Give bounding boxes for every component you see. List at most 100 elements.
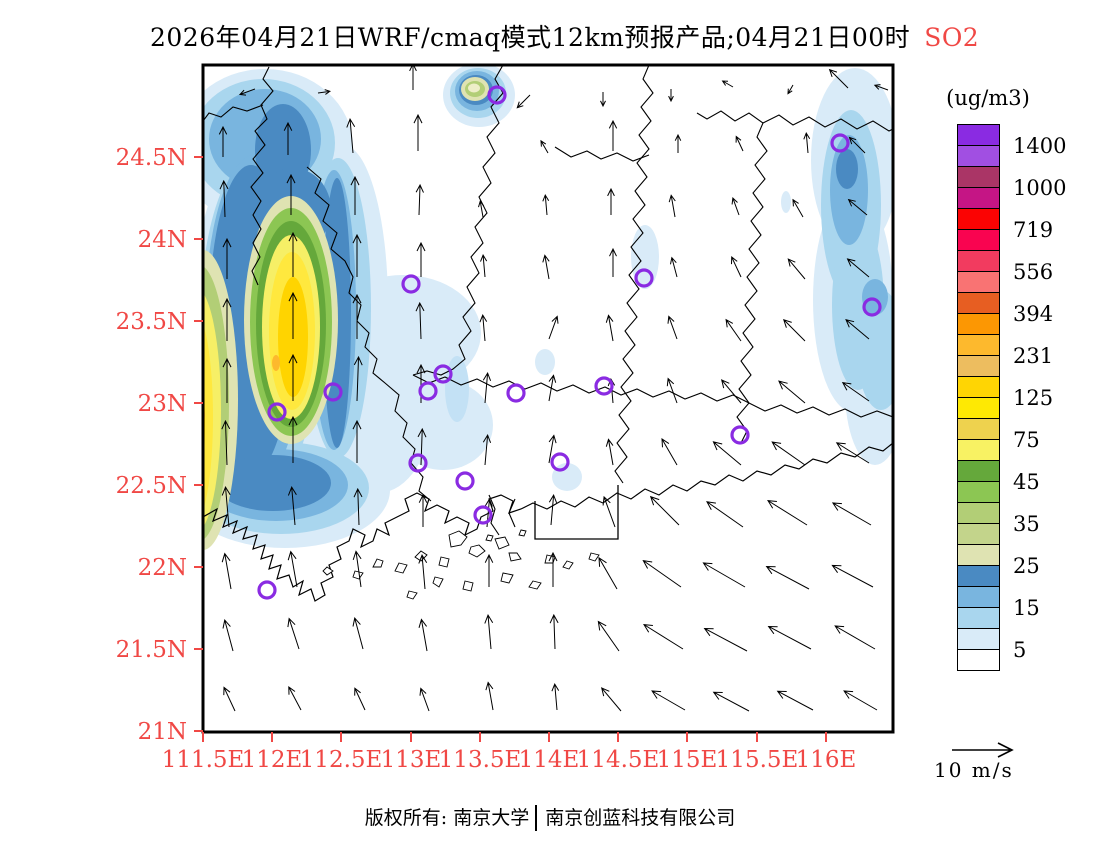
lon-tick-label: 115.5E [716, 747, 799, 773]
station-circle-icon [473, 505, 493, 525]
island-outline [322, 566, 334, 576]
colorbar-tick-label: 15 [1013, 596, 1040, 620]
station-circle-icon [830, 133, 850, 153]
station-circle-icon [634, 268, 654, 288]
colorbar-cell [957, 439, 1000, 461]
colorbar-cell [957, 628, 1000, 650]
island-outline [372, 558, 384, 568]
lat-tick-label: 24N [138, 227, 187, 253]
lon-tick-label: 114E [519, 747, 580, 773]
island-outline [406, 590, 418, 600]
colorbar-cell [957, 271, 1000, 293]
station-circle-icon [323, 382, 343, 402]
station-circle-icon [418, 381, 438, 401]
lat-tick-label: 22.5N [116, 473, 187, 499]
title-text: 2026年04月21日WRF/cmaq模式12km预报产品;04月21日00时 [150, 23, 911, 52]
so2-concentration-field [203, 65, 893, 550]
station-circle-icon [487, 85, 507, 105]
colorbar: 1400 1000 719 556 394 231 125 75 45 35 25 15 5 [957, 124, 1066, 671]
colorbar-cell [957, 460, 1000, 482]
island-outline [562, 560, 574, 570]
colorbar-cell [957, 124, 1000, 146]
island-outline [485, 534, 494, 542]
lon-tick-label: 113.5E [439, 747, 522, 773]
colorbar-tick-label: 231 [1013, 344, 1054, 368]
lat-tick-label: 21N [138, 719, 187, 745]
reference-wind-label: 10 m/s [934, 758, 1014, 782]
colorbar-cell [957, 418, 1000, 440]
station-circle-icon [862, 297, 882, 317]
island-outline [432, 576, 444, 588]
station-circle-icon [550, 452, 570, 472]
station-circle-icon [408, 453, 428, 473]
colorbar-cell [957, 229, 1000, 251]
forecast-map: 24.5N24N23.5N23N22.5N22N21.5N21N111.5E11… [116, 63, 895, 773]
colorbar-cell [957, 481, 1000, 503]
copyright-left: 版权所有: 南京大学 [364, 807, 530, 829]
lat-tick-label: 23N [138, 391, 187, 417]
colorbar-tick-label: 719 [1013, 218, 1054, 242]
lon-tick-label: 115E [657, 747, 718, 773]
colorbar-cell [957, 607, 1000, 629]
colorbar-cell [957, 313, 1000, 335]
title-pollutant: SO2 [924, 23, 980, 52]
colorbar-tick-label: 35 [1013, 512, 1040, 536]
colorbar-tick-label: 45 [1013, 470, 1040, 494]
station-circle-icon [506, 383, 526, 403]
axes: 24.5N24N23.5N23N22.5N22N21.5N21N111.5E11… [116, 145, 857, 773]
island-outline [500, 572, 514, 584]
wind-vectors [218, 65, 889, 712]
lat-tick-label: 22N [138, 555, 187, 581]
colorbar-tick-label: 5 [1013, 638, 1027, 662]
station-circle-icon [594, 376, 614, 396]
colorbar-cell [957, 376, 1000, 398]
copyright-footer: 版权所有: 南京大学 南京创蓝科技有限公司 [0, 803, 1100, 831]
lon-tick-label: 111.5E [162, 747, 245, 773]
colorbar-cell [957, 397, 1000, 419]
colorbar-cell [957, 334, 1000, 356]
island-outline [468, 544, 486, 558]
island-outline [518, 529, 527, 537]
island-outline [414, 550, 428, 562]
station-circle-icon [433, 364, 453, 384]
island-outline [508, 552, 522, 562]
island-outline [438, 556, 450, 568]
page-title: 2026年04月21日WRF/cmaq模式12km预报产品;04月21日00时 S… [150, 18, 979, 54]
lon-tick-label: 113E [381, 747, 442, 773]
colorbar-cell [957, 523, 1000, 545]
island-outline [588, 552, 600, 562]
colorbar-tick-label: 25 [1013, 554, 1040, 578]
footer-divider [535, 805, 538, 831]
station-circle-icon [257, 580, 277, 600]
colorbar-unit-label: (ug/m3) [946, 86, 1030, 110]
colorbar-cell [957, 145, 1000, 167]
copyright-right: 南京创蓝科技有限公司 [545, 807, 736, 829]
lat-tick-label: 21.5N [116, 637, 187, 663]
station-circle-icon [730, 425, 750, 445]
lat-tick-label: 24.5N [116, 145, 187, 171]
colorbar-tick-label: 75 [1013, 428, 1040, 452]
colorbar-cell [957, 166, 1000, 188]
lon-tick-label: 116E [796, 747, 857, 773]
station-circle-icon [267, 402, 287, 422]
island-outline [528, 580, 542, 590]
island-outline [448, 530, 468, 548]
lon-tick-label: 112.5E [300, 747, 383, 773]
island-outline [352, 570, 364, 580]
map-boundaries [203, 65, 893, 602]
lon-tick-label: 112E [242, 747, 303, 773]
lon-tick-label: 114.5E [577, 747, 660, 773]
colorbar-cell [957, 649, 1000, 671]
colorbar-cell [957, 250, 1000, 272]
colorbar-cell [957, 355, 1000, 377]
reference-wind-arrow-icon [952, 742, 1014, 758]
colorbar-cell [957, 565, 1000, 587]
colorbar-cell [957, 544, 1000, 566]
island-outline [394, 562, 408, 574]
colorbar-tick-label: 556 [1013, 260, 1054, 284]
colorbar-tick-label: 394 [1013, 302, 1054, 326]
island-outline [462, 580, 474, 592]
colorbar-tick-label: 1000 [1013, 176, 1067, 200]
colorbar-cell [957, 502, 1000, 524]
lat-tick-label: 23.5N [116, 309, 187, 335]
